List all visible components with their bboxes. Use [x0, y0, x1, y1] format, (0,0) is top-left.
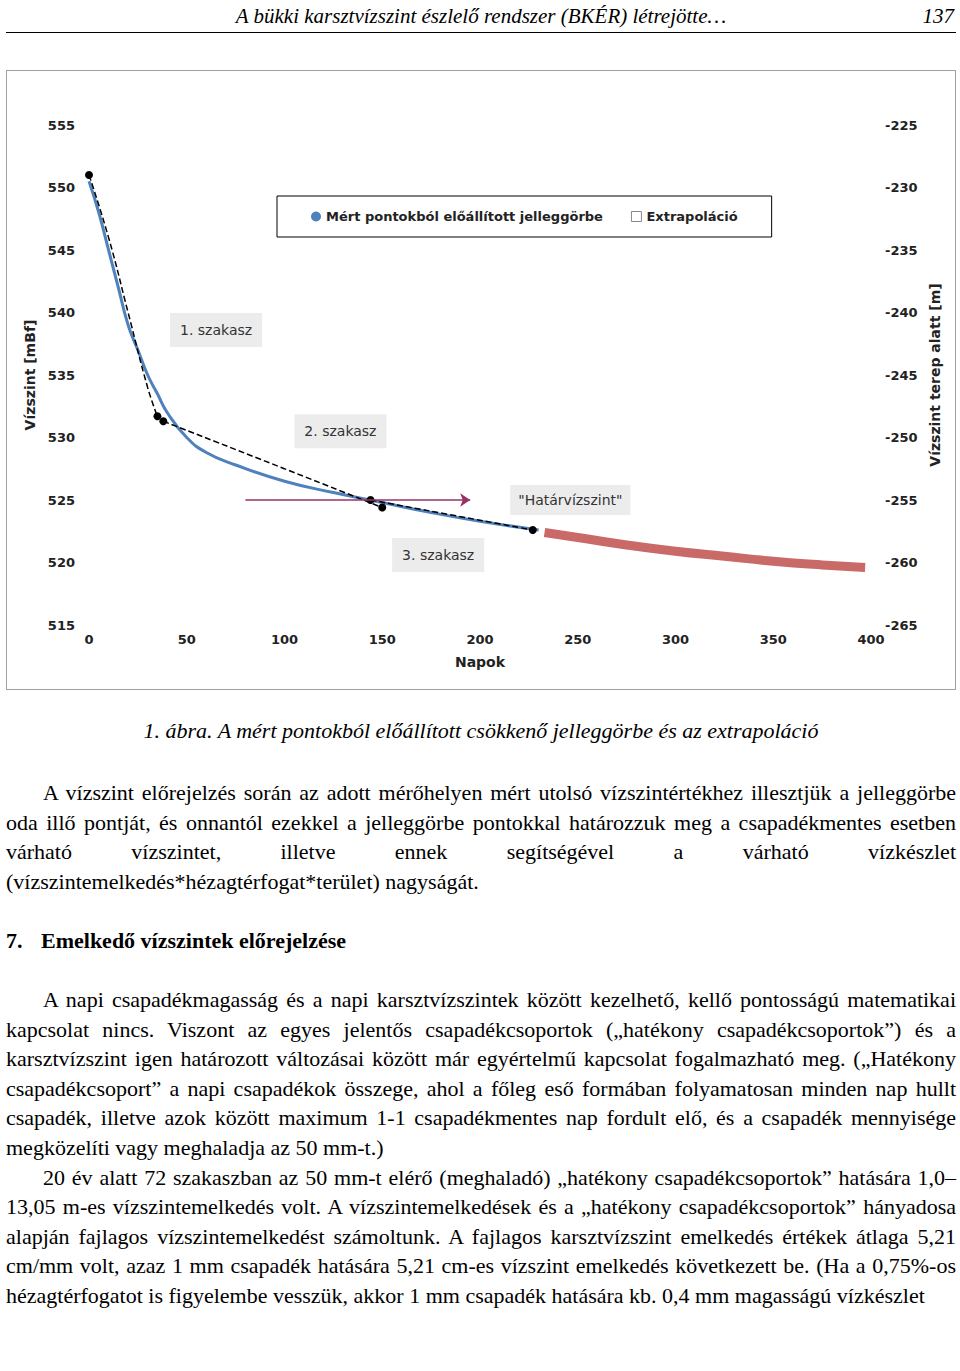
svg-text:-225: -225 [885, 118, 918, 133]
svg-text:-235: -235 [885, 243, 918, 258]
html-text:A napi csapadékmagasság és a n: A napi csapadékmagasság és a napi karszt… [6, 987, 956, 1160]
svg-text:525: 525 [48, 493, 75, 508]
svg-text:100: 100 [271, 632, 298, 647]
svg-text:555: 555 [48, 118, 75, 133]
svg-text:"Határvízszint": "Határvízszint" [518, 492, 622, 508]
svg-text:400: 400 [857, 632, 884, 647]
svg-text:150: 150 [369, 632, 396, 647]
svg-text:520: 520 [48, 555, 75, 570]
svg-text:-260: -260 [885, 555, 918, 570]
html-text:Emelkedő vízszintek előrejelzé: Emelkedő vízszintek előrejelzése [41, 928, 347, 954]
svg-text:1. szakasz: 1. szakasz [180, 322, 252, 338]
svg-text:Vízszint terep alatt [m]: Vízszint terep alatt [m] [927, 283, 943, 466]
html-text:A bükki karsztvízszint észlelő: A bükki karsztvízszint észlelő rendszer … [235, 4, 727, 28]
svg-text:-250: -250 [885, 430, 918, 445]
svg-text:545: 545 [48, 243, 75, 258]
svg-text:200: 200 [466, 632, 493, 647]
svg-text:530: 530 [48, 430, 75, 445]
svg-text:-255: -255 [885, 493, 918, 508]
svg-text:Vízszint [mBf]: Vízszint [mBf] [22, 320, 38, 431]
svg-text:550: 550 [48, 180, 75, 195]
svg-text:Napok: Napok [455, 654, 506, 670]
svg-text:515: 515 [48, 618, 75, 633]
svg-text:540: 540 [48, 305, 75, 320]
html-text:137: 137 [922, 4, 954, 28]
svg-text:350: 350 [760, 632, 787, 647]
svg-text:-230: -230 [885, 180, 918, 195]
svg-text:-240: -240 [885, 305, 918, 320]
svg-text:Mért pontokból előállított jel: Mért pontokból előállított jelleggörbe [326, 209, 603, 224]
html-text:1. ábra. A mért pontokból előá: 1. ábra. A mért pontokból előállított cs… [143, 718, 819, 743]
svg-text:-245: -245 [885, 368, 918, 383]
svg-text:-265: -265 [885, 618, 918, 633]
svg-text:0: 0 [84, 632, 93, 647]
svg-text:Extrapoláció: Extrapoláció [646, 209, 737, 224]
svg-text:2. szakasz: 2. szakasz [304, 423, 376, 439]
html-text:7.: 7. [6, 928, 23, 954]
svg-text:3. szakasz: 3. szakasz [402, 547, 474, 563]
svg-text:535: 535 [48, 368, 75, 383]
html-text:A vízszint előrejelzés során a: A vízszint előrejelzés során az adott mé… [6, 780, 956, 894]
svg-text:250: 250 [564, 632, 591, 647]
html-text:20 év alatt 72 szakaszban az 5: 20 év alatt 72 szakaszban az 50 mm-t elé… [6, 1164, 956, 1308]
svg-text:300: 300 [662, 632, 689, 647]
svg-text:50: 50 [178, 632, 196, 647]
